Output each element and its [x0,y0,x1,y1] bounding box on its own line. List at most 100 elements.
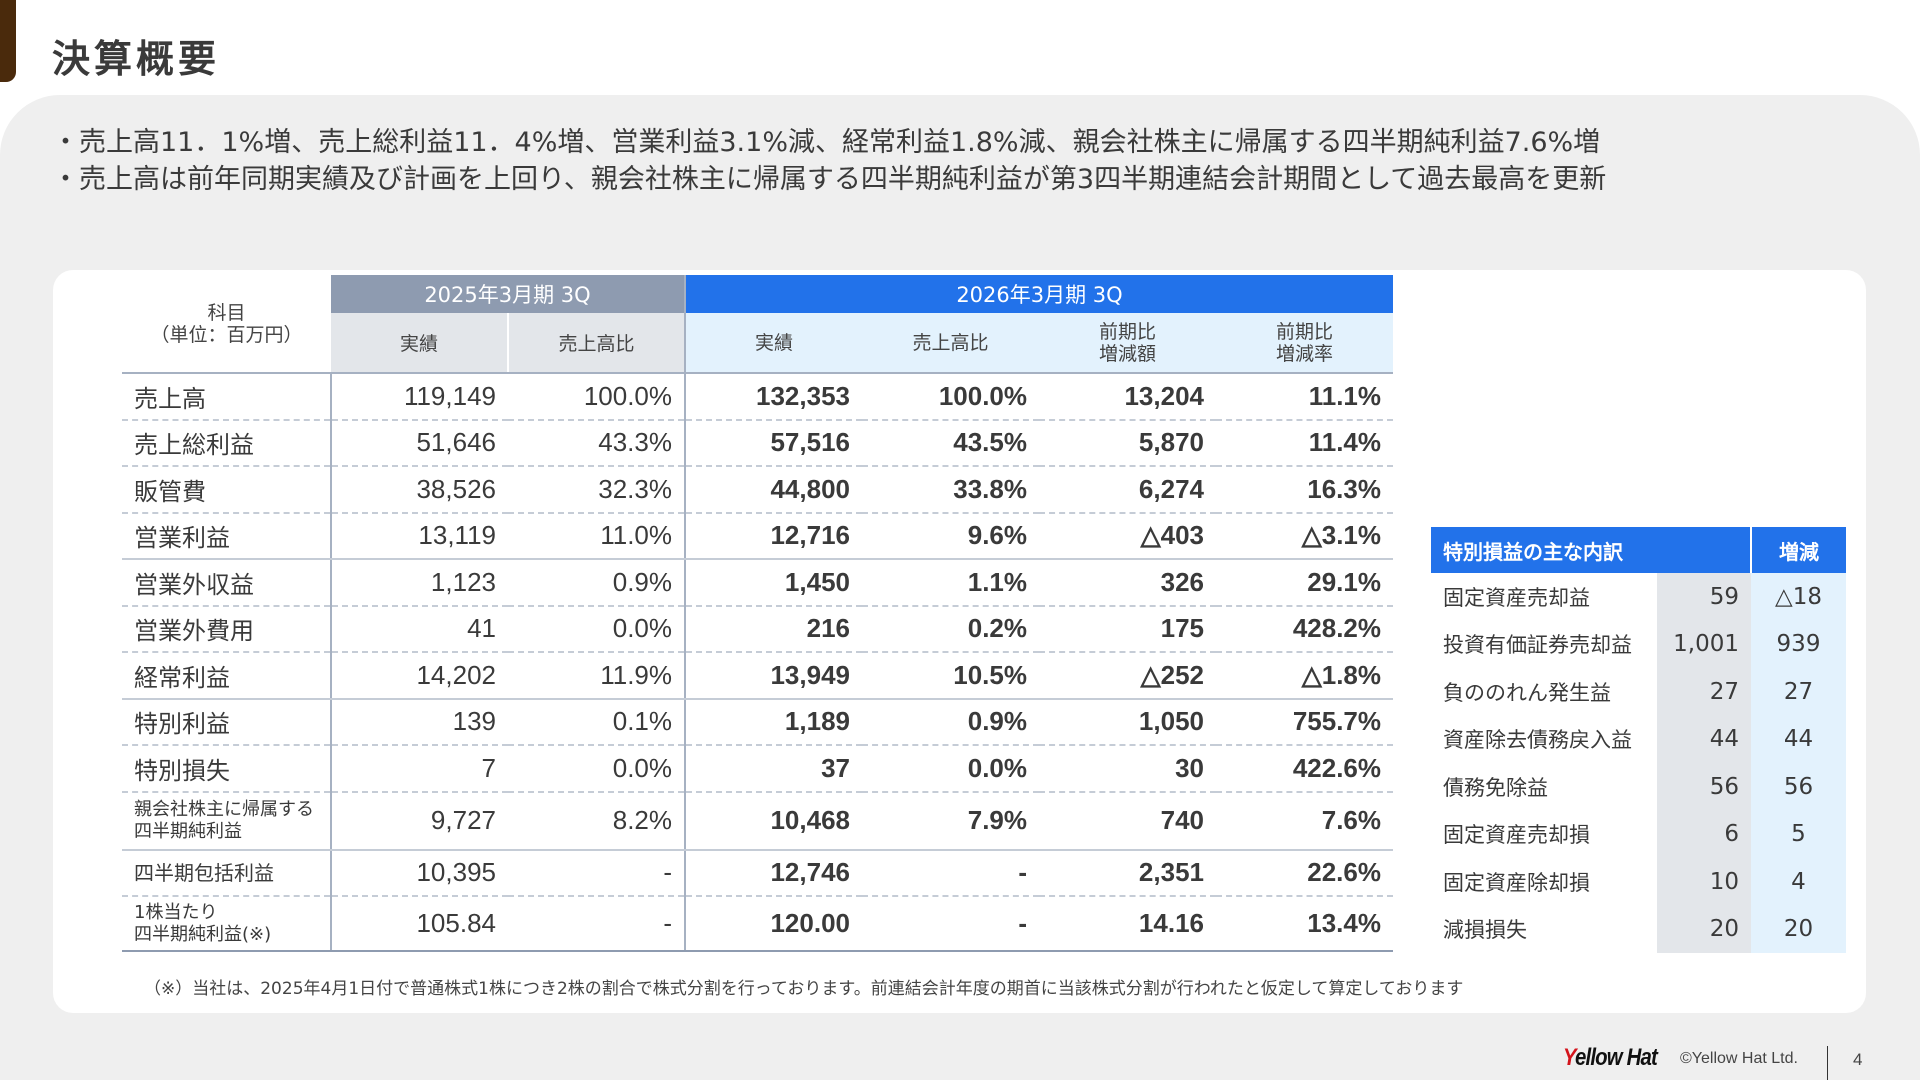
yoy-rate-cell: 11.1% [1216,373,1393,421]
row-label: 1株当たり 四半期純利益(※) [122,896,332,952]
yoy-rate-cell: △1.8% [1216,652,1393,700]
item-delta: 939 [1751,620,1846,668]
page-title: 決算概要 [52,37,221,81]
row-label: 特別利益 [122,698,332,746]
cur-actual-cell: 1,189 [685,698,862,746]
cur-ratio-cell: 0.0% [862,745,1039,793]
cur-ratio-cell: 33.8% [862,466,1039,514]
summary-bullets: ・売上高11．1%増、売上総利益11．4%増、営業利益3.1%減、経常利益1.8… [52,124,1606,198]
table-row: 経常利益 14,202 11.9% 13,949 10.5% △252 △1.8… [122,652,1393,700]
item-delta: 44 [1751,715,1846,763]
prev-ratio-cell: - [508,849,686,897]
prev-ratio-cell: 43.3% [508,419,686,467]
prev-actual-cell: 41 [331,605,508,653]
item-label: 資産除去債務戻入益 [1431,715,1657,763]
cur-ratio-header: 売上高比 [862,313,1039,374]
prev-actual-cell: 119,149 [331,373,508,421]
table-row: 四半期包括利益 10,395 - 12,746 - 2,351 22.6% [122,849,1393,897]
cur-actual-cell: 216 [685,605,862,653]
cur-ratio-cell: 0.2% [862,605,1039,653]
footnote: （※）当社は、2025年4月1日付で普通株式1株につき2株の割合で株式分割を行っ… [144,979,1464,999]
prev-actual-cell: 10,395 [331,849,508,897]
cur-ratio-cell: - [862,849,1039,897]
yoy-rate-cell: 11.4% [1216,419,1393,467]
table-row: 特別利益 139 0.1% 1,189 0.9% 1,050 755.7% [122,698,1393,746]
cur-actual-header: 実績 [684,313,862,374]
yoy-rate-cell: 29.1% [1216,559,1393,607]
logo-mark-icon: Y [1563,1044,1576,1071]
item-value: 44 [1657,715,1751,763]
prev-ratio-cell: 100.0% [508,373,686,421]
cur-ratio-cell: 1.1% [862,559,1039,607]
item-label: 債務免除益 [1431,763,1657,811]
cur-ratio-cell: 43.5% [862,419,1039,467]
row-label: 特別損失 [122,745,332,793]
prev-actual-cell: 139 [331,698,508,746]
prev-actual-cell: 14,202 [331,652,508,700]
yoy-rate-cell: 755.7% [1216,698,1393,746]
list-item: 固定資産売却損 6 5 [1431,810,1846,858]
list-item: 減損損失 20 20 [1431,905,1846,953]
list-item: 負ののれん発生益 27 27 [1431,668,1846,716]
cur-ratio-cell: 9.6% [862,512,1039,560]
table-row: 営業利益 13,119 11.0% 12,716 9.6% △403 △3.1% [122,512,1393,560]
cur-period-header: 2026年3月期 3Q [684,275,1393,313]
summary-bullet: ・売上高は前年同期実績及び計画を上回り、親会社株主に帰属する四半期純利益が第3四… [52,164,1607,195]
item-value: 27 [1657,668,1751,716]
delta-header: 増減 [1750,527,1846,573]
row-label: 営業利益 [122,512,332,560]
title-accent-bar [0,0,16,82]
prev-ratio-cell: 11.0% [508,512,686,560]
item-delta: 27 [1751,668,1846,716]
prev-ratio-cell: 0.0% [508,745,686,793]
cur-actual-cell: 10,468 [685,791,862,851]
cur-ratio-cell: 7.9% [862,791,1039,851]
yoy-amount-cell: 1,050 [1039,698,1216,746]
table-row: 1株当たり 四半期純利益(※) 105.84 - 120.00 - 14.16 … [122,896,1393,952]
yoy-amount-header: 前期比 増減額 [1039,313,1216,374]
yoy-amount-cell: 5,870 [1039,419,1216,467]
prev-ratio-header: 売上高比 [507,313,685,374]
extraordinary-items-table: 特別損益の主な内訳 増減 固定資産売却益 59 △18 投資有価証券売却益 1,001… [1431,527,1846,953]
item-delta: 20 [1751,905,1846,953]
prev-actual-cell: 38,526 [331,466,508,514]
yoy-rate-cell: 13.4% [1216,896,1393,952]
cur-actual-cell: 13,949 [685,652,862,700]
row-label: 四半期包括利益 [122,849,332,897]
prev-ratio-cell: 0.1% [508,698,686,746]
item-label: 減損損失 [1431,905,1657,953]
item-column-header: 科目 （単位：百万円） [122,275,331,374]
financial-summary-table: 科目 （単位：百万円） 2025年3月期 3Q 2026年3月期 3Q 実績 売… [122,275,1393,952]
item-delta: 4 [1751,858,1846,906]
item-value: 10 [1657,858,1751,906]
item-label: 負ののれん発生益 [1431,668,1657,716]
table-row: 親会社株主に帰属する 四半期純利益 9,727 8.2% 10,468 7.9%… [122,791,1393,851]
item-value: 20 [1657,905,1751,953]
yellow-hat-logo: Yellow Hat [1563,1044,1658,1071]
yoy-amount-cell: △252 [1039,652,1216,700]
row-label: 売上高 [122,373,332,421]
row-label: 売上総利益 [122,419,332,467]
cur-actual-cell: 12,716 [685,512,862,560]
prev-ratio-cell: 11.9% [508,652,686,700]
yoy-rate-cell: 422.6% [1216,745,1393,793]
yoy-amount-cell: 740 [1039,791,1216,851]
item-delta: 5 [1751,810,1846,858]
summary-bullet: ・売上高11．1%増、売上総利益11．4%増、営業利益3.1%減、経常利益1.8… [52,127,1601,158]
cur-ratio-cell: 10.5% [862,652,1039,700]
table-row: 営業外費用 41 0.0% 216 0.2% 175 428.2% [122,605,1393,653]
cur-actual-cell: 132,353 [685,373,862,421]
row-label: 販管費 [122,466,332,514]
cur-actual-cell: 57,516 [685,419,862,467]
prev-actual-cell: 9,727 [331,791,508,851]
row-label: 営業外費用 [122,605,332,653]
item-label: 固定資産売却益 [1431,573,1657,621]
prev-actual-cell: 105.84 [331,896,508,952]
yoy-amount-cell: △403 [1039,512,1216,560]
item-value: 6 [1657,810,1751,858]
cur-ratio-cell: 0.9% [862,698,1039,746]
item-label: 固定資産売却損 [1431,810,1657,858]
table-row: 営業外収益 1,123 0.9% 1,450 1.1% 326 29.1% [122,559,1393,607]
cur-actual-cell: 12,746 [685,849,862,897]
list-item: 投資有価証券売却益 1,001 939 [1431,620,1846,668]
